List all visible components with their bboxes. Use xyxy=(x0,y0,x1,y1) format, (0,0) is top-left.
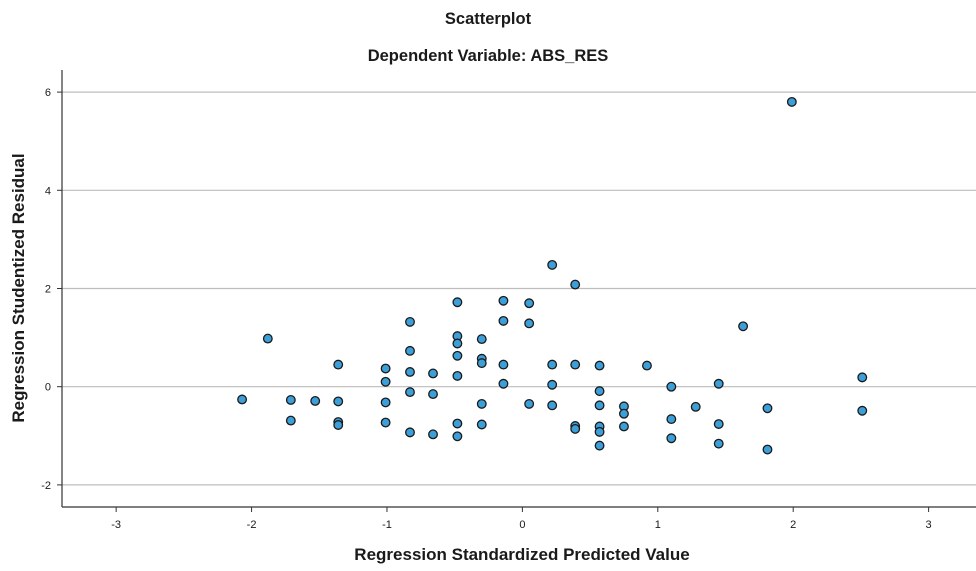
x-tick-label: -1 xyxy=(382,519,392,531)
data-point xyxy=(594,400,605,411)
data-point xyxy=(642,360,652,371)
data-point xyxy=(380,397,391,408)
data-point xyxy=(333,359,344,370)
data-point xyxy=(333,396,344,407)
data-point xyxy=(428,389,438,400)
data-point xyxy=(380,417,391,428)
data-point xyxy=(262,333,273,344)
data-point xyxy=(285,415,296,426)
data-point xyxy=(547,379,558,390)
data-point xyxy=(498,359,509,370)
data-point xyxy=(618,408,629,419)
data-point xyxy=(452,431,463,442)
data-points xyxy=(237,96,868,455)
data-point xyxy=(405,387,415,398)
x-tick-label: 0 xyxy=(519,519,525,531)
x-tick-label: -3 xyxy=(111,519,121,531)
data-point xyxy=(498,315,509,326)
data-point xyxy=(380,363,391,374)
data-point xyxy=(428,368,438,379)
data-point xyxy=(713,378,724,389)
x-tick-label: 2 xyxy=(790,519,796,531)
data-point xyxy=(594,360,605,371)
y-tick-label: 2 xyxy=(45,284,51,296)
data-point xyxy=(547,259,558,270)
y-tick-label: 6 xyxy=(45,87,51,99)
data-point xyxy=(547,400,558,411)
data-point xyxy=(476,334,487,345)
data-point xyxy=(786,96,797,107)
data-point xyxy=(857,372,868,383)
data-point xyxy=(570,423,581,434)
data-point xyxy=(237,394,248,405)
y-axis-label: Regression Studentized Residual xyxy=(9,153,28,422)
data-point xyxy=(380,376,391,387)
data-point xyxy=(498,295,509,306)
data-point xyxy=(762,444,773,455)
data-point xyxy=(405,345,415,356)
data-point xyxy=(476,398,487,409)
data-point xyxy=(666,433,677,444)
data-point xyxy=(738,321,749,332)
y-tick-label: 0 xyxy=(45,382,51,394)
data-point xyxy=(405,367,415,377)
data-point xyxy=(594,386,605,397)
data-point xyxy=(524,298,535,309)
data-point xyxy=(666,381,677,392)
x-tick-label: 3 xyxy=(926,519,932,531)
data-point xyxy=(452,338,463,349)
data-point xyxy=(762,403,773,414)
data-point xyxy=(594,440,605,451)
gridlines xyxy=(62,91,976,486)
x-tick-label: -2 xyxy=(247,519,257,531)
data-point xyxy=(405,427,415,438)
data-point xyxy=(452,418,463,429)
data-point xyxy=(618,421,629,432)
data-point xyxy=(285,395,296,405)
data-point xyxy=(452,370,463,381)
x-tick-label: 1 xyxy=(655,519,661,531)
y-tick-label: -2 xyxy=(41,480,51,492)
data-point xyxy=(524,398,535,409)
chart-title: Scatterplot xyxy=(445,10,532,28)
data-point xyxy=(713,419,724,429)
tick-labels: -2 0 2 4 6 -3 -2 -1 0 1 2 3 xyxy=(41,87,931,531)
x-axis-label: Regression Standardized Predicted Value xyxy=(354,545,689,564)
data-point xyxy=(310,395,321,406)
data-point xyxy=(476,419,487,430)
data-point xyxy=(857,405,868,416)
data-point xyxy=(524,318,535,329)
data-point xyxy=(713,438,724,449)
chart-subtitle: Dependent Variable: ABS_RES xyxy=(368,47,609,65)
y-tick-label: 4 xyxy=(45,185,51,197)
data-point xyxy=(594,426,605,437)
data-point xyxy=(476,358,487,369)
data-point xyxy=(405,316,415,327)
data-point xyxy=(428,429,438,440)
data-point xyxy=(570,359,581,370)
data-point xyxy=(452,350,463,361)
data-point xyxy=(333,420,344,430)
axes xyxy=(57,70,976,512)
data-point xyxy=(570,279,581,290)
data-point xyxy=(690,401,701,412)
data-point xyxy=(666,414,677,425)
data-point xyxy=(498,378,509,389)
data-point xyxy=(547,359,558,370)
data-point xyxy=(452,297,463,308)
